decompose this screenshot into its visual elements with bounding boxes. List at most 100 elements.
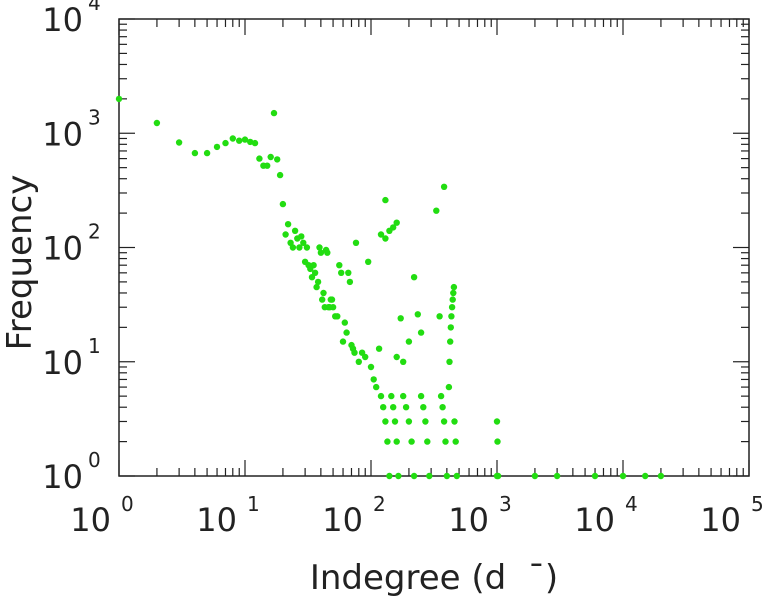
data-point: [276, 171, 284, 179]
x-tick-label: 10 4: [574, 492, 637, 539]
data-point: [414, 311, 421, 318]
y-tick-label-base: 10: [42, 115, 83, 153]
x-tick-label: 10 1: [196, 492, 259, 539]
data-points: [115, 95, 665, 480]
y-tick-label: 10 0: [42, 448, 100, 496]
data-point: [393, 219, 400, 226]
data-point: [310, 262, 317, 269]
y-tick-label-exponent: 2: [88, 220, 101, 244]
data-point: [402, 404, 410, 411]
data-point: [657, 472, 665, 480]
x-tick-label-exponent: 4: [625, 492, 638, 516]
data-point: [247, 138, 254, 146]
data-point: [494, 438, 501, 445]
x-tick-label-exponent: 5: [751, 492, 764, 516]
x-tick-label-exponent: 1: [247, 492, 260, 516]
data-point: [450, 289, 457, 297]
data-point: [222, 139, 229, 147]
data-point: [382, 196, 389, 204]
data-point: [355, 358, 362, 365]
x-tick-label: 10 5: [700, 492, 763, 539]
data-point: [291, 227, 299, 234]
data-point: [449, 296, 456, 303]
data-point: [442, 438, 449, 445]
data-point: [440, 183, 448, 190]
data-point: [420, 404, 427, 411]
data-point: [453, 472, 460, 480]
data-point: [384, 438, 391, 445]
data-point: [279, 200, 287, 208]
data-point: [282, 231, 289, 238]
data-point: [448, 304, 456, 311]
data-point: [346, 278, 354, 286]
data-point: [267, 153, 274, 161]
data-point: [447, 324, 454, 331]
data-point: [241, 136, 249, 143]
data-point: [397, 315, 404, 322]
data-point: [445, 383, 453, 391]
data-point: [329, 304, 337, 311]
data-point: [303, 244, 311, 251]
y-tick-label-exponent: 4: [88, 0, 101, 15]
x-tick-label-exponent: 3: [499, 492, 512, 516]
data-point: [328, 296, 336, 303]
major-ticks: [118, 18, 750, 477]
data-point: [319, 296, 326, 303]
data-point: [410, 274, 418, 281]
data-point: [440, 418, 448, 425]
data-point: [320, 289, 327, 297]
data-point: [289, 244, 297, 251]
data-point: [341, 319, 348, 326]
data-point: [446, 358, 453, 365]
data-point: [362, 353, 369, 361]
data-point: [452, 438, 459, 445]
data-point: [619, 472, 627, 480]
y-tick-label-exponent: 1: [88, 334, 101, 358]
data-point: [153, 119, 161, 127]
data-point: [642, 472, 649, 480]
data-point: [343, 329, 350, 336]
data-point: [311, 269, 319, 276]
data-point: [437, 392, 445, 400]
data-point: [405, 418, 413, 425]
y-tick-label: 10 2: [42, 220, 100, 268]
x-tick-label: 10 2: [322, 492, 385, 539]
y-tick-label-exponent: 3: [88, 105, 101, 129]
data-point: [191, 149, 199, 157]
data-point: [370, 376, 377, 383]
data-point: [377, 231, 385, 238]
data-point: [422, 418, 429, 425]
data-point: [390, 404, 397, 411]
x-tick-label-exponent: 0: [121, 492, 134, 516]
data-point: [410, 472, 418, 480]
data-point: [316, 244, 323, 251]
data-point: [236, 137, 243, 144]
data-point: [264, 162, 271, 169]
data-point: [351, 349, 358, 356]
data-point: [229, 135, 236, 142]
data-point: [313, 283, 320, 291]
data-point: [443, 472, 451, 480]
data-point: [251, 139, 259, 147]
data-point: [386, 472, 393, 480]
y-tick-label-exponent: 0: [88, 448, 101, 472]
plot-frame: [118, 18, 750, 477]
data-point: [417, 392, 425, 400]
data-point: [448, 313, 455, 320]
data-point: [531, 472, 539, 480]
y-tick-label: 10 4: [42, 0, 100, 39]
data-point: [203, 149, 211, 157]
data-point: [388, 392, 395, 400]
x-tick-label-base: 10: [700, 501, 741, 539]
x-tick-label-base: 10: [574, 501, 615, 539]
data-point: [296, 244, 303, 251]
data-point: [395, 472, 402, 480]
minor-ticks: [119, 19, 749, 476]
x-tick-label: 10 0: [70, 492, 133, 539]
data-point: [382, 235, 389, 242]
data-point: [400, 392, 407, 400]
data-point: [367, 363, 375, 371]
data-point: [334, 313, 341, 320]
